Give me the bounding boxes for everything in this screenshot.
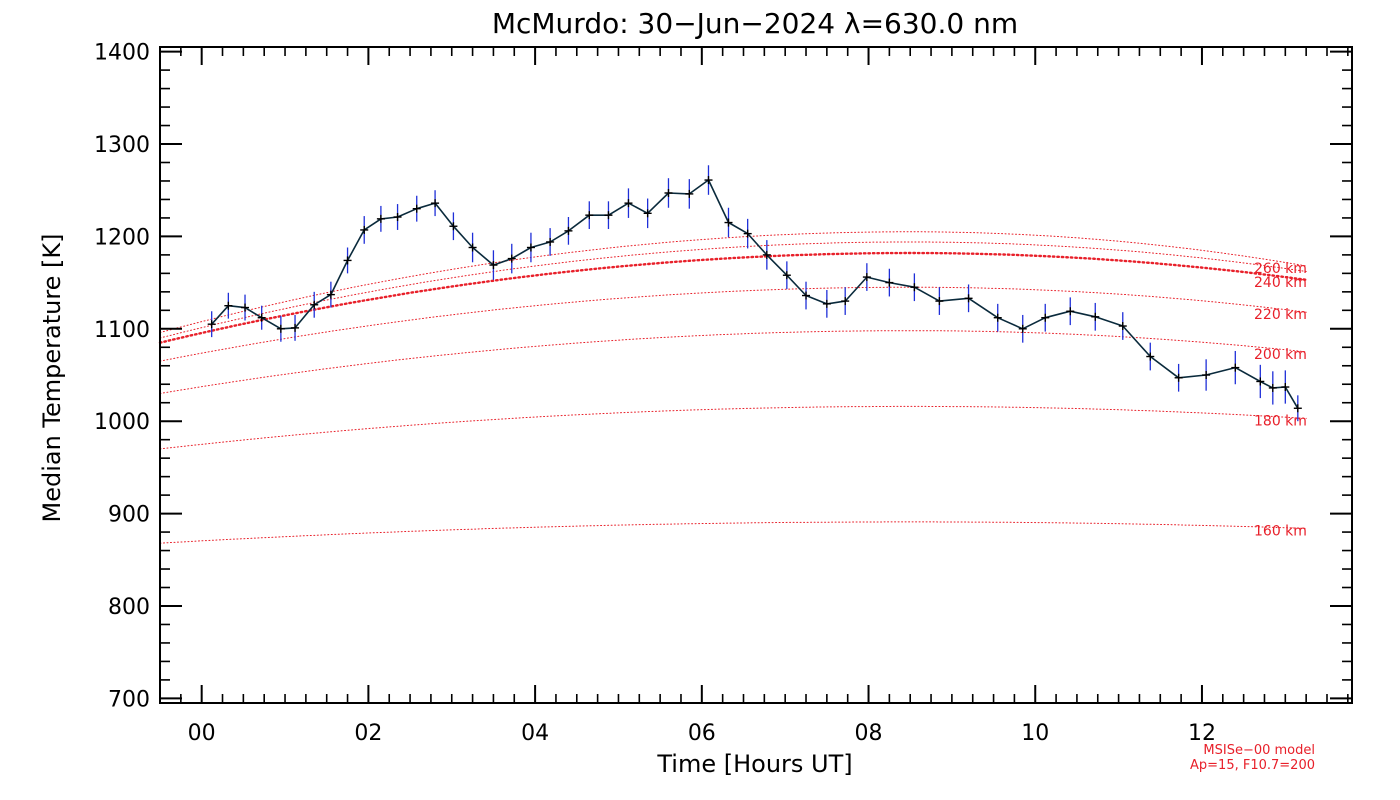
data-point: [564, 226, 573, 235]
data-point: [724, 218, 733, 227]
data-point: [910, 283, 919, 292]
model-curve-240km: [158, 251, 1308, 344]
y-tick-label: 900: [108, 503, 150, 528]
model-curve-260km: [159, 231, 1307, 333]
model-curve-label: 160 km: [1254, 523, 1307, 539]
data-point: [762, 250, 771, 259]
model-curve-220km: [159, 286, 1307, 362]
data-point: [1268, 383, 1277, 392]
y-tick-label: 700: [108, 687, 150, 712]
x-tick-label: 04: [521, 721, 549, 746]
model-curve-label: 260 km: [1254, 261, 1307, 277]
y-tick-label: 1400: [94, 41, 150, 66]
x-tick-label: 10: [1021, 721, 1049, 746]
data-point: [241, 303, 250, 312]
data-point: [743, 229, 752, 238]
model-note-line-1: MSISe−00 model: [1203, 743, 1315, 758]
data-point: [1018, 324, 1027, 333]
data-point: [841, 297, 850, 306]
data-point: [431, 199, 440, 208]
data-point: [310, 300, 319, 309]
data-point: [507, 254, 516, 263]
data-point: [1202, 371, 1211, 379]
data-point: [643, 209, 652, 218]
data-point: [685, 189, 694, 198]
data-point: [1118, 322, 1127, 331]
y-tick-label: 800: [108, 595, 150, 620]
y-tick-label: 1100: [94, 318, 150, 343]
chart-title: McMurdo: 30−Jun−2024 λ=630.0 nm: [492, 7, 1018, 40]
data-point: [1281, 383, 1290, 392]
data-point: [885, 278, 894, 287]
data-point: [964, 294, 973, 303]
model-curve-160km: [159, 521, 1307, 544]
data-point: [546, 237, 555, 246]
y-tick-label: 1000: [94, 410, 150, 435]
data-point: [224, 301, 233, 310]
data-point: [526, 243, 535, 252]
x-axis-label: Time [Hours UT]: [656, 750, 852, 778]
data-point: [802, 291, 811, 300]
data-point: [291, 323, 300, 332]
data-point: [1091, 312, 1100, 321]
data-point: [412, 204, 421, 213]
data-point: [393, 213, 402, 222]
data-point: [360, 225, 369, 234]
y-tick-label: 1200: [94, 225, 150, 250]
model-curve-200km: [159, 330, 1307, 394]
x-tick-label: 12: [1188, 721, 1216, 746]
data-point: [704, 176, 713, 185]
y-tick-label: 1300: [94, 133, 150, 158]
x-tick-label: 08: [855, 721, 883, 746]
data-point: [1146, 352, 1155, 361]
y-axis-label: Median Temperature [K]: [38, 233, 66, 522]
data-point: [207, 320, 216, 329]
model-curve-label: 220 km: [1254, 307, 1307, 323]
tick-labels: 00 02 04 06 08 10 12 700 800 900 1000 1100 1200 1300 1…: [94, 41, 1216, 746]
data-point: [326, 290, 335, 299]
model-curve-180km: [159, 405, 1307, 450]
data-point: [343, 256, 352, 265]
data-point: [257, 313, 266, 322]
plot-axes: [159, 46, 1353, 704]
data-point: [276, 324, 285, 333]
model-curve-label: 240 km: [1254, 275, 1307, 291]
data-point: [862, 273, 871, 282]
data-point: [1231, 363, 1240, 372]
data-point: [1293, 404, 1302, 413]
data-point: [468, 243, 477, 252]
data-point: [449, 222, 458, 231]
x-tick-label: 00: [188, 721, 216, 746]
x-tick-label: 06: [688, 721, 716, 746]
data-point: [376, 214, 385, 223]
data-point: [489, 261, 498, 270]
measurement-series: [207, 165, 1302, 422]
data-point: [624, 199, 633, 208]
data-point: [822, 299, 831, 308]
series-line: [211, 179, 1299, 409]
data-point: [1041, 313, 1050, 322]
data-point: [1174, 373, 1183, 382]
data-point: [664, 188, 673, 197]
data-point: [604, 211, 613, 220]
data-point: [782, 271, 791, 280]
data-point: [993, 313, 1002, 322]
model-curve-label: 180 km: [1254, 413, 1307, 429]
model-curve-label: 200 km: [1254, 347, 1307, 363]
data-point: [935, 297, 944, 306]
data-point: [1066, 307, 1075, 316]
model-curve-unlabeled: [159, 241, 1307, 339]
model-note-line-2: Ap=15, F10.7=200: [1190, 758, 1315, 773]
data-point: [585, 211, 594, 220]
data-point: [1256, 377, 1265, 386]
plot-frame: [159, 46, 1353, 704]
x-tick-label: 02: [354, 721, 382, 746]
